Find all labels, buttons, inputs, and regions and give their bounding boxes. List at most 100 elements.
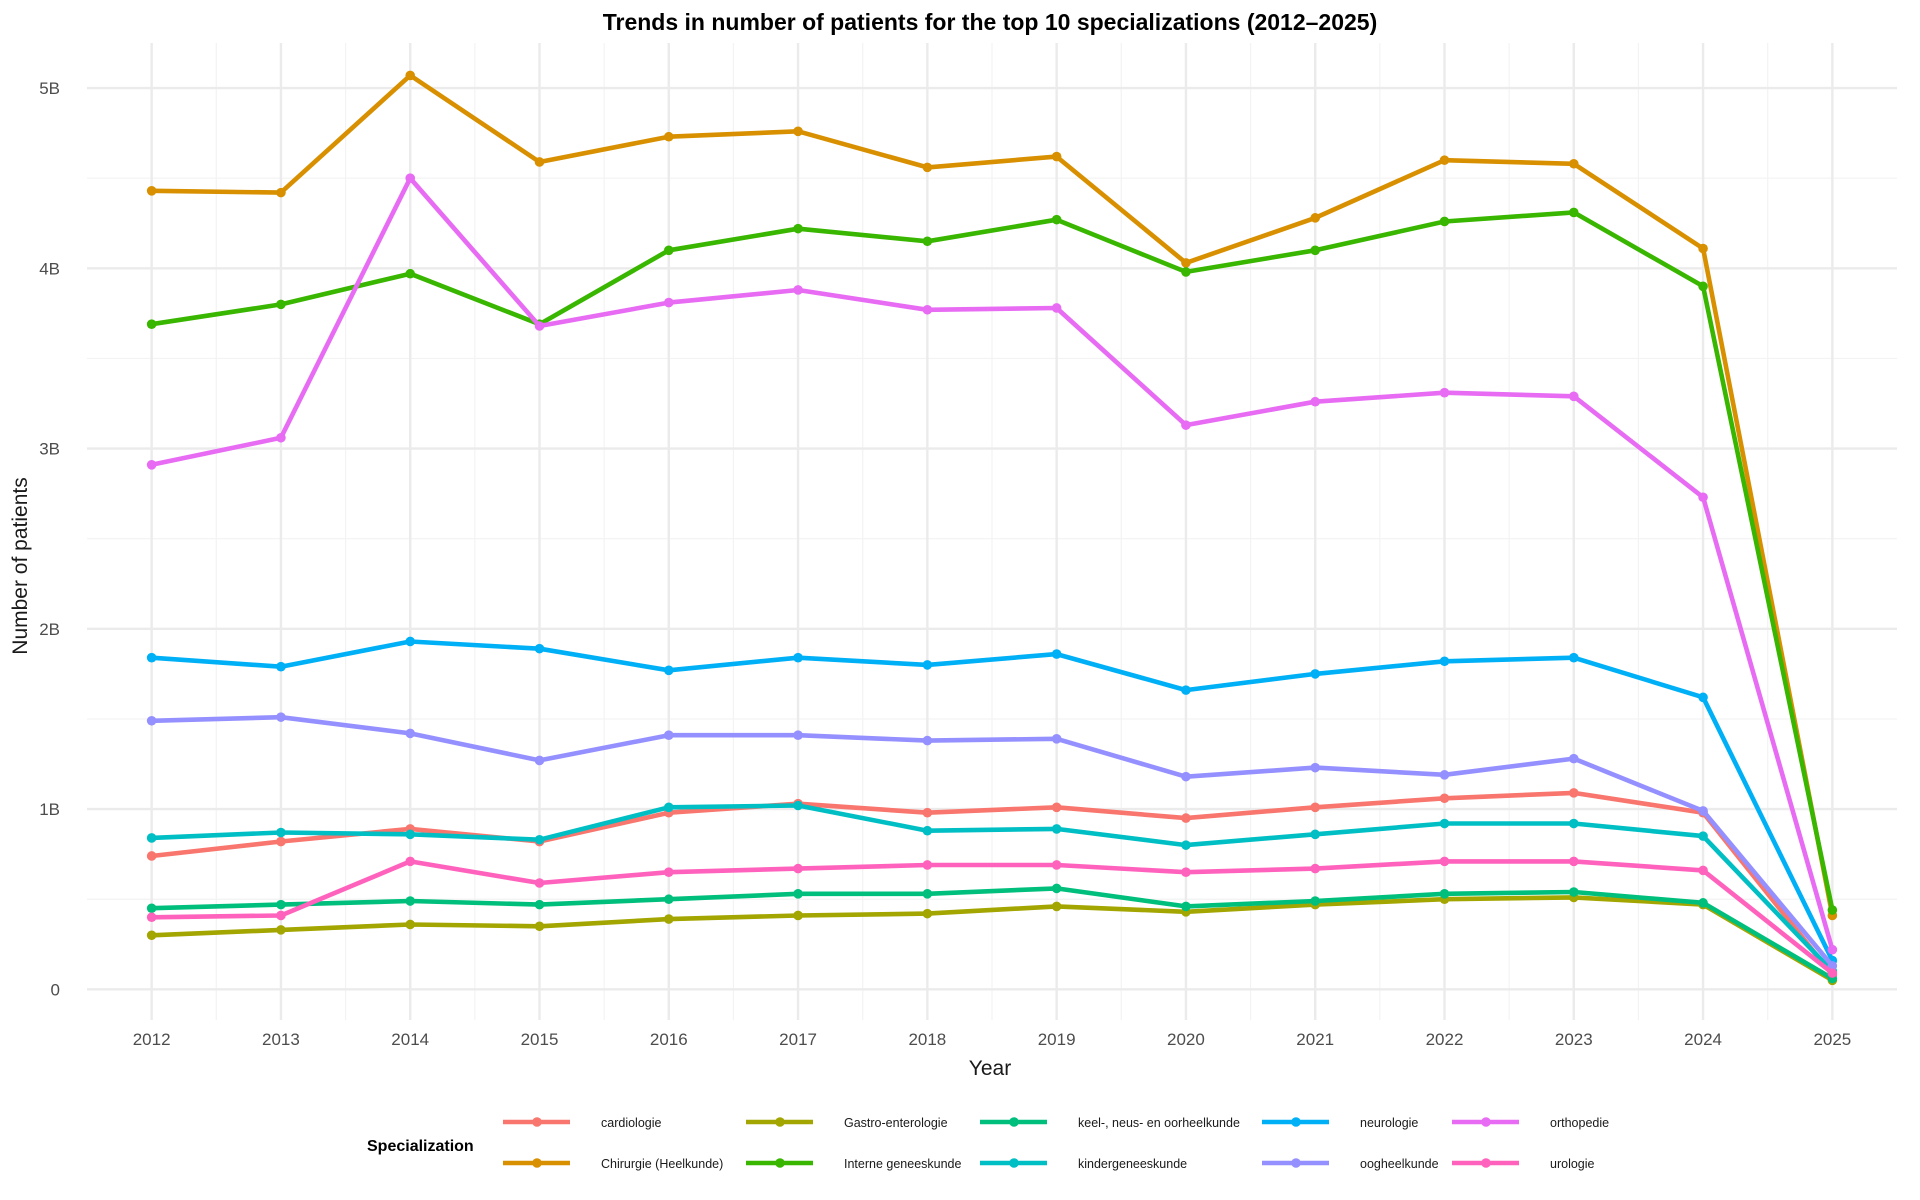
data-point xyxy=(922,162,933,173)
data-point xyxy=(534,921,545,932)
data-point xyxy=(146,930,157,941)
data-point xyxy=(405,173,416,183)
legend-key-point xyxy=(775,1117,785,1127)
x-tick-label: 2019 xyxy=(1038,1030,1076,1049)
data-point xyxy=(1827,944,1838,955)
data-point xyxy=(793,800,803,811)
data-point xyxy=(534,321,545,331)
data-point xyxy=(793,863,803,874)
x-tick-label: 2025 xyxy=(1813,1030,1851,1049)
data-point xyxy=(1310,863,1321,874)
legend-label: urologie xyxy=(1550,1157,1595,1171)
data-point xyxy=(1568,788,1579,798)
grid-lines xyxy=(87,43,1897,1020)
data-point xyxy=(1827,905,1838,915)
legend-item: urologie xyxy=(1452,1157,1595,1171)
data-point xyxy=(534,755,545,766)
data-point xyxy=(1051,824,1062,834)
data-point xyxy=(1439,793,1450,804)
legend-key-point xyxy=(1009,1117,1019,1127)
series-urologie xyxy=(146,856,1838,978)
data-point xyxy=(1051,860,1062,870)
series-line xyxy=(149,210,1835,913)
data-point xyxy=(663,297,674,308)
data-point xyxy=(1051,649,1062,659)
data-point xyxy=(276,910,286,921)
data-point xyxy=(1181,267,1191,277)
data-point xyxy=(1051,883,1062,894)
data-point xyxy=(663,131,674,142)
data-point xyxy=(793,910,803,921)
data-point xyxy=(1568,856,1579,867)
data-point xyxy=(1310,245,1321,256)
series-line xyxy=(149,714,1835,969)
data-point xyxy=(1698,281,1708,292)
data-point xyxy=(1310,396,1321,407)
data-point xyxy=(1439,155,1450,165)
data-point xyxy=(793,285,803,295)
series-line xyxy=(149,895,1835,983)
data-point xyxy=(1698,806,1708,816)
x-tick-label: 2017 xyxy=(779,1030,817,1049)
series-oogheelkunde xyxy=(146,712,1838,971)
y-tick-label: 1B xyxy=(39,800,60,819)
data-point xyxy=(405,856,416,867)
data-point xyxy=(1310,762,1321,773)
data-point xyxy=(1310,213,1321,223)
data-point xyxy=(1568,887,1579,897)
series-line xyxy=(149,859,1835,976)
data-point xyxy=(793,223,803,234)
series-line xyxy=(149,73,1835,918)
legend-label: orthopedie xyxy=(1550,1116,1609,1130)
series-line xyxy=(149,886,1835,981)
legend-label: oogheelkunde xyxy=(1360,1157,1439,1171)
series-line xyxy=(149,175,1835,953)
data-point xyxy=(534,834,545,845)
data-point xyxy=(276,432,286,443)
data-point xyxy=(276,661,286,672)
data-point xyxy=(1181,685,1191,695)
data-point xyxy=(276,836,286,847)
series-line xyxy=(149,803,1835,974)
data-point xyxy=(1698,492,1708,503)
data-point xyxy=(146,903,157,914)
legend: Specialization cardiologie Chirurgie (Hee… xyxy=(367,1116,1609,1171)
data-point xyxy=(793,652,803,663)
x-tick-label: 2014 xyxy=(391,1030,429,1049)
data-point xyxy=(663,802,674,813)
legend-label: Gastro-enterologie xyxy=(844,1116,948,1130)
series-keel-neus-en-oorheelkunde xyxy=(146,883,1838,984)
data-point xyxy=(1568,391,1579,402)
data-point xyxy=(922,735,933,746)
data-point xyxy=(922,660,933,670)
data-point xyxy=(1310,896,1321,906)
data-point xyxy=(1698,831,1708,841)
data-point xyxy=(1051,733,1062,744)
data-point xyxy=(1181,840,1191,850)
x-tick-label: 2020 xyxy=(1167,1030,1205,1049)
legend-key-point xyxy=(775,1158,785,1168)
data-point xyxy=(146,460,157,470)
data-point xyxy=(663,894,674,905)
data-point xyxy=(276,187,286,198)
data-point xyxy=(1439,889,1450,899)
legend-item: Interne geneeskunde xyxy=(746,1157,962,1171)
data-point xyxy=(1698,243,1708,254)
legend-label: kindergeneeskunde xyxy=(1078,1157,1187,1171)
series-group xyxy=(146,70,1838,986)
x-tick-label: 2024 xyxy=(1684,1030,1722,1049)
data-point xyxy=(534,643,545,654)
data-point xyxy=(534,899,545,910)
legend-item: Chirurgie (Heelkunde) xyxy=(503,1157,723,1171)
data-point xyxy=(1439,856,1450,867)
data-point xyxy=(1181,867,1191,877)
legend-item: orthopedie xyxy=(1452,1116,1609,1130)
data-point xyxy=(1051,303,1062,313)
data-point xyxy=(1568,818,1579,829)
legend-key-point xyxy=(1009,1158,1019,1168)
y-tick-label: 2B xyxy=(39,620,60,639)
data-point xyxy=(793,126,803,137)
data-point xyxy=(1439,818,1450,829)
data-point xyxy=(276,899,286,910)
